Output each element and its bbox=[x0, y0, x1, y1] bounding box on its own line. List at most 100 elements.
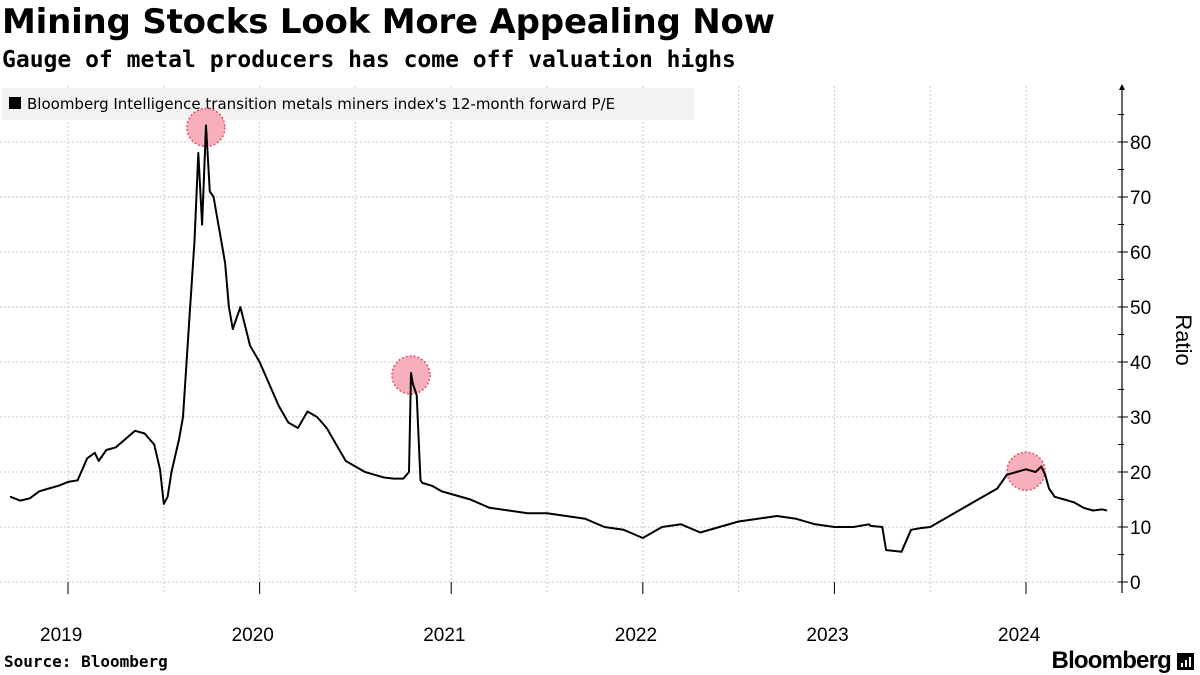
data-point bbox=[48, 487, 50, 490]
data-point bbox=[205, 124, 207, 127]
data-point bbox=[392, 477, 395, 480]
data-point bbox=[201, 223, 203, 226]
data-point bbox=[967, 504, 970, 506]
data-point bbox=[412, 383, 414, 385]
data-point bbox=[209, 190, 211, 193]
data-point bbox=[373, 474, 376, 476]
y-tick-label: 70 bbox=[1130, 188, 1151, 209]
x-axis: 2019 2020 2021 2022 2023 2024 bbox=[40, 582, 1041, 646]
legend-background bbox=[2, 88, 694, 120]
data-point bbox=[450, 493, 453, 495]
data-point bbox=[1015, 471, 1018, 473]
y-tick-label: 0 bbox=[1130, 573, 1141, 594]
data-point bbox=[1082, 507, 1085, 509]
data-point bbox=[232, 328, 234, 330]
data-point bbox=[67, 481, 69, 483]
brand-wordmark: Bloomberg bbox=[1051, 647, 1172, 674]
series-line bbox=[10, 124, 1107, 553]
data-point bbox=[408, 471, 410, 473]
data-point bbox=[197, 152, 200, 154]
data-point bbox=[795, 518, 797, 520]
data-point bbox=[28, 497, 31, 500]
data-point bbox=[814, 523, 816, 526]
data-point bbox=[948, 515, 951, 517]
data-point bbox=[1073, 501, 1075, 504]
data-point bbox=[306, 410, 309, 413]
data-point bbox=[57, 485, 60, 487]
brand-logo: Bloomberg bbox=[1052, 647, 1194, 675]
y-axis-label: Ratio bbox=[1171, 314, 1196, 365]
data-point bbox=[166, 496, 169, 498]
data-point bbox=[402, 477, 405, 480]
data-point bbox=[1040, 465, 1043, 468]
data-point bbox=[622, 529, 625, 531]
data-point bbox=[737, 520, 740, 523]
y-tick-label: 60 bbox=[1130, 243, 1151, 264]
data-point bbox=[431, 485, 433, 487]
legend-label: Bloomberg Intelligence transition metals… bbox=[27, 95, 615, 113]
data-point bbox=[419, 479, 422, 482]
x-tick-label: 2020 bbox=[232, 625, 274, 646]
data-point bbox=[900, 551, 903, 553]
data-point bbox=[718, 526, 721, 528]
vertical-gridlines bbox=[67, 86, 1027, 593]
data-point bbox=[986, 493, 989, 495]
data-point bbox=[316, 416, 318, 418]
x-tick-label: 2023 bbox=[806, 625, 848, 646]
data-point bbox=[193, 240, 196, 242]
data-point bbox=[354, 465, 357, 468]
legend: Bloomberg Intelligence transition metals… bbox=[2, 88, 694, 120]
data-point bbox=[1034, 471, 1037, 473]
data-point bbox=[546, 512, 548, 515]
data-point bbox=[325, 427, 328, 429]
data-point bbox=[297, 427, 299, 429]
y-tick-label: 10 bbox=[1130, 518, 1151, 539]
data-point bbox=[268, 383, 271, 385]
data-point bbox=[335, 443, 338, 446]
data-point bbox=[134, 430, 136, 432]
data-point bbox=[287, 421, 290, 424]
data-point bbox=[364, 471, 366, 473]
y-tick-label: 30 bbox=[1130, 408, 1151, 429]
data-point bbox=[699, 531, 702, 534]
data-point bbox=[488, 507, 491, 509]
data-point bbox=[174, 454, 177, 457]
data-point bbox=[757, 518, 759, 520]
data-point bbox=[94, 452, 96, 454]
data-point bbox=[163, 503, 165, 505]
data-point bbox=[910, 529, 912, 531]
data-point bbox=[881, 526, 884, 528]
data-point bbox=[833, 526, 836, 528]
y-axis: 0 10 20 30 40 50 60 70 80 bbox=[1118, 84, 1151, 594]
data-point bbox=[1092, 509, 1094, 512]
data-point bbox=[885, 549, 887, 551]
data-point bbox=[224, 262, 226, 264]
data-point bbox=[124, 438, 127, 440]
data-point bbox=[421, 482, 424, 484]
data-point bbox=[216, 218, 219, 220]
data-point bbox=[38, 490, 41, 493]
source-note: Source: Bloomberg bbox=[4, 652, 168, 671]
y-tick-label: 50 bbox=[1130, 298, 1151, 319]
data-point bbox=[642, 537, 644, 539]
data-point bbox=[1025, 468, 1027, 471]
data-point bbox=[929, 526, 931, 528]
data-point bbox=[1006, 474, 1008, 476]
data-point bbox=[383, 476, 385, 479]
data-point bbox=[278, 405, 280, 407]
highlight-circle bbox=[1006, 451, 1046, 491]
data-point bbox=[868, 523, 870, 526]
data-point bbox=[258, 361, 261, 363]
x-tick-label: 2019 bbox=[40, 625, 82, 646]
data-point bbox=[249, 344, 251, 347]
data-point bbox=[212, 196, 215, 198]
data-point bbox=[115, 446, 117, 449]
data-point bbox=[105, 449, 108, 451]
legend-swatch bbox=[9, 97, 21, 109]
data-point bbox=[680, 523, 682, 526]
data-point bbox=[187, 328, 190, 330]
data-point bbox=[159, 468, 161, 471]
data-point bbox=[996, 487, 999, 490]
data-point bbox=[220, 240, 223, 242]
